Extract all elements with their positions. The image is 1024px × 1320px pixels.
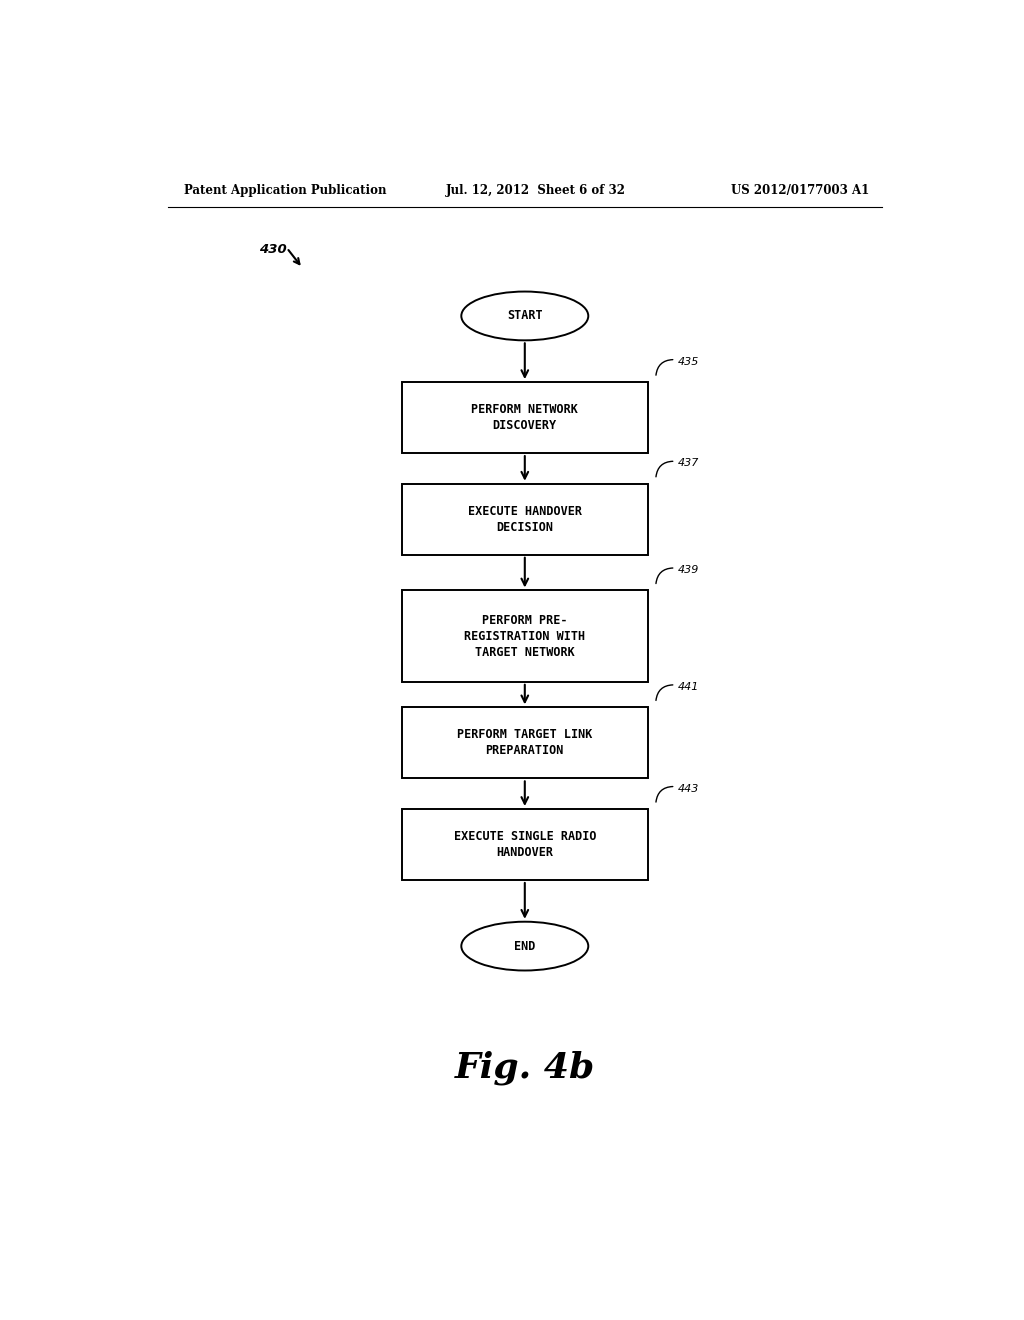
Text: EXECUTE HANDOVER
DECISION: EXECUTE HANDOVER DECISION [468,504,582,533]
Bar [401,483,648,554]
Text: 435: 435 [678,356,699,367]
Text: 430: 430 [259,243,287,256]
Bar [401,590,648,682]
Text: EXECUTE SINGLE RADIO
HANDOVER: EXECUTE SINGLE RADIO HANDOVER [454,830,596,859]
Text: END: END [514,940,536,953]
Text: US 2012/0177003 A1: US 2012/0177003 A1 [731,183,869,197]
Bar [401,381,648,453]
Text: Patent Application Publication: Patent Application Publication [183,183,386,197]
Text: Fig. 4b: Fig. 4b [455,1051,595,1085]
Text: PERFORM TARGET LINK
PREPARATION: PERFORM TARGET LINK PREPARATION [457,729,593,758]
Text: Jul. 12, 2012  Sheet 6 of 32: Jul. 12, 2012 Sheet 6 of 32 [445,183,626,197]
Text: START: START [507,309,543,322]
Text: PERFORM NETWORK
DISCOVERY: PERFORM NETWORK DISCOVERY [471,403,579,432]
Text: 437: 437 [678,458,699,469]
Bar [401,809,648,880]
Text: 443: 443 [678,784,699,793]
Text: 439: 439 [678,565,699,576]
Text: 441: 441 [678,682,699,692]
Text: PERFORM PRE-
REGISTRATION WITH
TARGET NETWORK: PERFORM PRE- REGISTRATION WITH TARGET NE… [464,614,586,659]
Bar [401,708,648,779]
